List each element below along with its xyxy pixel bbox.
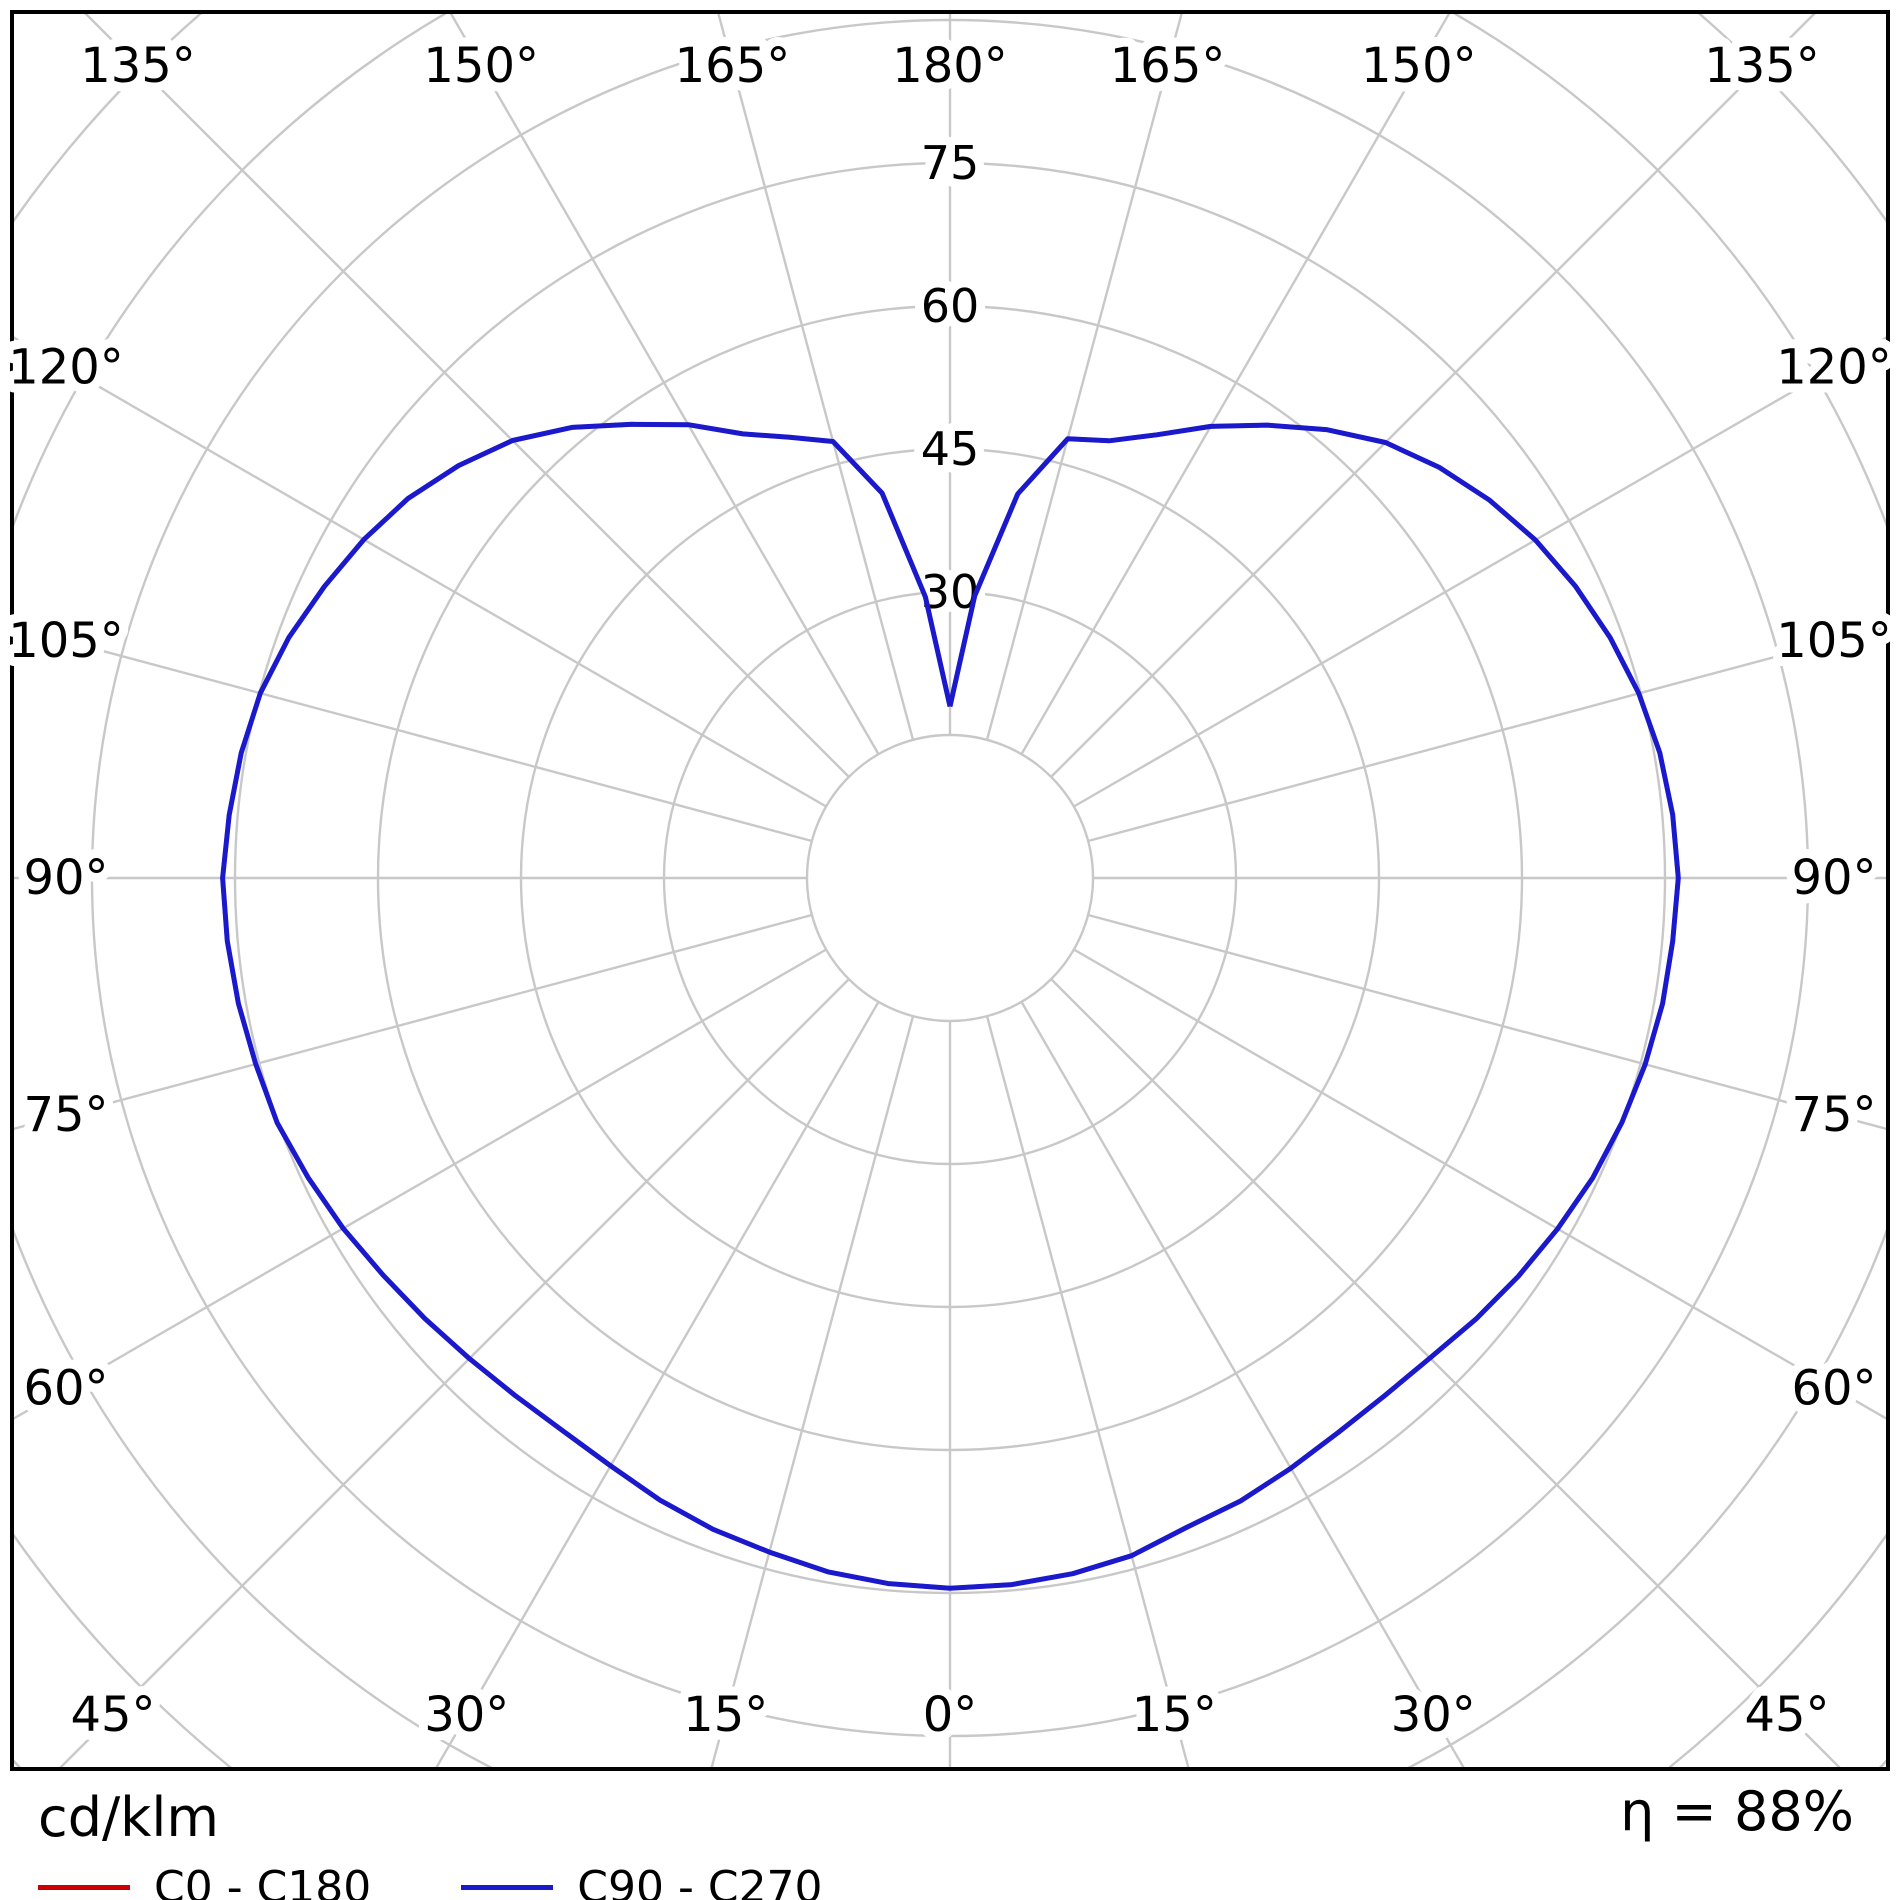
grid-spoke	[1087, 625, 1886, 843]
grid-spoke	[435, 1001, 880, 1767]
legend-label: C0 - C180	[154, 1862, 372, 1900]
angle-tick-label: 165°	[1110, 38, 1226, 94]
axis-labels: 0° 15° 15° 30° 30° 45° 45° 60° 60° 75° 75° 90° 90° 10…	[0, 29, 1900, 1752]
grid-spoke	[1020, 14, 1451, 755]
angle-tick-label: 180°	[892, 38, 1008, 94]
angle-tick-label: 30°	[424, 1687, 509, 1743]
radial-tick-label: 45	[921, 422, 980, 476]
angle-tick-label: 165°	[675, 38, 791, 94]
grid-spoke	[84, 14, 850, 778]
grid-spoke	[1073, 948, 1886, 1420]
angle-tick-label: 30°	[1391, 1687, 1476, 1743]
angle-tick-label: 0°	[923, 1687, 978, 1743]
efficiency-label: η = 88%	[1620, 1780, 1854, 1843]
plot-border	[10, 10, 1890, 1771]
grid-spoke	[985, 14, 1183, 741]
grid-spoke	[59, 978, 850, 1767]
angle-tick-label: 90°	[23, 850, 108, 906]
angle-tick-label: 120°	[1776, 340, 1892, 396]
grid-spoke	[985, 1015, 1190, 1767]
legend-item: C90 - C270	[461, 1862, 823, 1900]
legend-line-swatch	[38, 1885, 130, 1890]
grid-spoke	[1050, 14, 1816, 778]
curve-c90-c270	[220, 421, 1681, 1591]
grid-spoke	[14, 625, 813, 843]
grid-spoke	[14, 913, 813, 1131]
angle-tick-label: 105°	[8, 613, 124, 669]
unit-label: cd/klm	[38, 1786, 220, 1849]
grid-spoke	[14, 948, 827, 1420]
angle-tick-label: 150°	[1361, 38, 1477, 94]
legend-label: C90 - C270	[577, 1862, 823, 1900]
grid-spoke	[1020, 1001, 1465, 1767]
angle-tick-label: 60°	[23, 1360, 108, 1416]
angle-tick-label: 75°	[23, 1087, 108, 1143]
radial-tick-label: 75	[921, 136, 980, 190]
angle-tick-label: 105°	[1776, 613, 1892, 669]
grid-spoke	[449, 14, 880, 755]
angle-tick-label: 135°	[1704, 38, 1820, 94]
angle-tick-label: 15°	[683, 1687, 768, 1743]
grid-ring	[805, 733, 1095, 1023]
grid-spoke	[14, 336, 827, 808]
grid-spoke	[1050, 978, 1841, 1767]
angle-tick-label: 75°	[1791, 1087, 1876, 1143]
radial-tick-label: 60	[921, 279, 980, 333]
angle-tick-label: 45°	[1744, 1687, 1829, 1743]
angle-tick-label: 90°	[1791, 850, 1876, 906]
angle-tick-label: 120°	[8, 340, 124, 396]
grid-spoke	[710, 1015, 915, 1767]
grid-spoke	[1073, 336, 1886, 808]
angle-tick-label: 60°	[1791, 1360, 1876, 1416]
angle-tick-label: 45°	[70, 1687, 155, 1743]
angle-tick-label: 150°	[423, 38, 539, 94]
legend-item: C0 - C180	[38, 1862, 371, 1900]
legend: C0 - C180 C90 - C270	[38, 1862, 823, 1900]
grid-spoke	[1087, 913, 1886, 1131]
angle-tick-label: 135°	[80, 38, 196, 94]
intensity-curves	[220, 421, 1681, 1591]
angle-tick-label: 15°	[1132, 1687, 1217, 1743]
grid-spoke	[717, 14, 915, 741]
legend-line-swatch	[461, 1885, 554, 1890]
